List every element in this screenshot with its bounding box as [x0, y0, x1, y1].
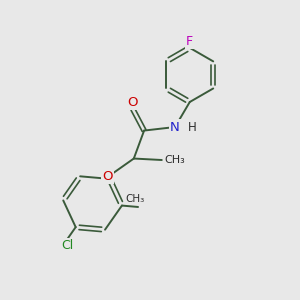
Text: O: O	[102, 170, 112, 183]
Text: O: O	[128, 95, 138, 109]
Text: CH₃: CH₃	[125, 194, 145, 204]
Text: Cl: Cl	[61, 239, 74, 252]
Text: CH₃: CH₃	[164, 155, 185, 165]
Text: N: N	[170, 121, 180, 134]
Text: F: F	[186, 35, 193, 48]
Text: H: H	[188, 121, 196, 134]
